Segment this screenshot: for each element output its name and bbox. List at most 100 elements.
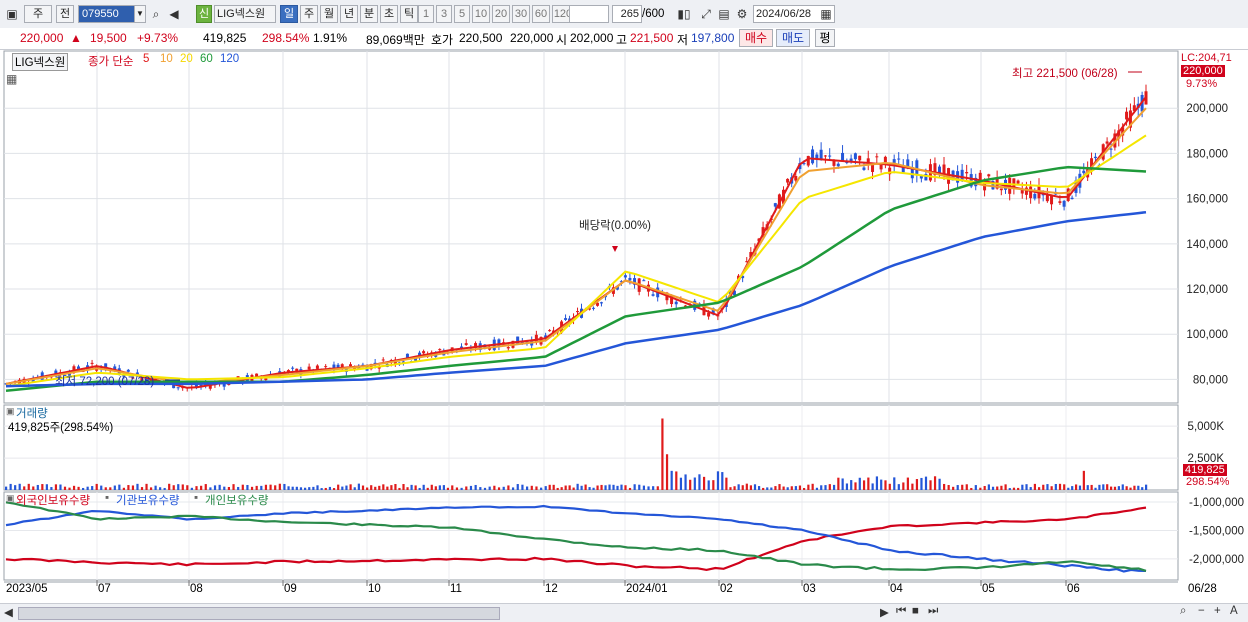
volume-bar-225 — [987, 484, 990, 490]
scroll-track[interactable] — [18, 607, 500, 620]
market-select[interactable]: 주 — [24, 5, 52, 23]
window-menu-icon[interactable]: ▣ — [6, 7, 18, 21]
scroll-right-icon[interactable]: ▶ — [880, 607, 889, 619]
volume-bar-189 — [828, 484, 831, 490]
search-icon[interactable]: ⌕ — [152, 7, 160, 21]
volume-bar-221 — [970, 487, 973, 490]
volume-bar-93 — [414, 485, 417, 490]
minute-tab-7[interactable]: 120 — [552, 5, 574, 23]
minute-tab-4[interactable]: 20 — [492, 5, 510, 23]
stop-icon[interactable]: ■ — [912, 605, 919, 617]
volume-bar-156 — [689, 479, 692, 490]
save-icon[interactable]: ▤ — [718, 7, 730, 21]
eval-button[interactable]: 평 — [815, 29, 835, 47]
volume-bar-198 — [867, 477, 870, 490]
period-tab-1[interactable]: 주 — [300, 5, 318, 23]
volume-bar-57 — [264, 484, 268, 490]
volume-bar-8 — [41, 484, 44, 490]
candle-body-85 — [381, 359, 385, 361]
minute-tab-0[interactable]: 1 — [418, 5, 434, 23]
speaker-icon[interactable]: ◀ — [169, 7, 179, 21]
stock-code-input[interactable]: 079550 — [78, 5, 136, 23]
volume-bar-81 — [366, 487, 369, 490]
zoom-in-icon[interactable]: + — [1214, 605, 1221, 617]
change-amount: 19,500 — [90, 31, 127, 45]
period-tab-6[interactable]: 틱 — [400, 5, 418, 23]
calendar-icon[interactable]: ▦ — [820, 7, 832, 21]
minute-tab-6[interactable]: 60 — [532, 5, 550, 23]
last-icon[interactable]: ⏭ — [928, 605, 939, 617]
candle-body-82 — [369, 364, 373, 370]
hold-tick-label-2: -2,000,000 — [1189, 554, 1244, 566]
candle-body-173 — [761, 227, 765, 236]
volume-subtitle: 419,825주(298.54%) — [8, 422, 114, 434]
candle-body-112 — [497, 339, 501, 348]
y-tick-label-4: 160,000 — [1186, 194, 1228, 206]
zoom-icon[interactable]: ⌕ — [1180, 605, 1187, 617]
volume-bar-16 — [77, 486, 80, 490]
volume-bar-67 — [308, 487, 311, 490]
period-tab-4[interactable]: 분 — [360, 5, 378, 23]
volume-bar-63 — [291, 486, 294, 490]
first-icon[interactable]: ⏮ — [896, 605, 907, 617]
volume-bar-219 — [961, 484, 964, 490]
minute-tab-3[interactable]: 10 — [472, 5, 490, 23]
volume-bar-55 — [255, 485, 258, 490]
minute-tab-2[interactable]: 5 — [454, 5, 470, 23]
volume-bar-23 — [109, 487, 112, 490]
candle-body-107 — [474, 343, 478, 348]
volume-bar-105 — [465, 486, 468, 490]
stock-chart-svg[interactable]: 80,000 100,000 120,000 140,000 160,000 180,00… — [0, 50, 1248, 603]
candle-body-45 — [208, 385, 212, 389]
volume-bar-45 — [209, 487, 212, 490]
volume-bar-238 — [1042, 484, 1045, 490]
grid-icon[interactable]: ▦ — [6, 72, 18, 86]
gear-icon[interactable]: ⚙ — [736, 7, 748, 21]
candle-body-143 — [628, 277, 632, 281]
minute-tab-5[interactable]: 30 — [512, 5, 530, 23]
volume-bar-224 — [983, 485, 986, 490]
minute-tab-1[interactable]: 3 — [436, 5, 452, 23]
volume-bar-60 — [278, 483, 281, 490]
volume-bar-79 — [357, 483, 360, 490]
volume-bar-234 — [1025, 484, 1028, 490]
candle-body-64 — [295, 368, 299, 373]
volume-bar-245 — [1071, 486, 1074, 490]
volume-bar-259 — [1125, 486, 1128, 490]
volume-bar-119 — [530, 485, 533, 490]
period-tab-2[interactable]: 월 — [320, 5, 338, 23]
stock-name-field[interactable]: LIG넥스원 — [214, 5, 276, 23]
prev-button[interactable]: 전 — [56, 5, 74, 23]
sell-button[interactable]: 매도 — [776, 29, 810, 47]
volume-bar-195 — [854, 482, 857, 490]
candle-type-icon[interactable]: ▮▯ — [677, 7, 691, 21]
volume-bar-118 — [526, 486, 529, 490]
draw-tool-icon[interactable]: ⤢ — [701, 7, 711, 21]
volume-bar-14 — [68, 487, 71, 490]
x-label-5: 11 — [450, 583, 462, 595]
candle-body-74 — [336, 364, 340, 369]
text-tool-icon[interactable]: A — [1230, 605, 1238, 617]
candle-body-27 — [126, 369, 130, 372]
volume-bar-203 — [888, 483, 891, 490]
count-input[interactable]: 265 — [612, 5, 642, 23]
candle-body-256 — [1113, 133, 1117, 148]
date-input[interactable]: 2024/06/28 — [753, 5, 835, 23]
scroll-bar[interactable]: ◀ ▶ ⏮ ■ ⏭ ⌕ − + A — [0, 603, 1248, 622]
candle-body-242 — [1058, 201, 1062, 203]
scroll-left-icon[interactable]: ◀ — [4, 607, 13, 619]
volume-bar-172 — [757, 486, 761, 490]
code-dropdown-icon[interactable]: ▼ — [134, 5, 146, 23]
period-tab-3[interactable]: 년 — [340, 5, 358, 23]
volume-bar-170 — [749, 485, 753, 490]
legend-sep-2: ▪ — [194, 492, 199, 504]
volume-bar-115 — [511, 487, 515, 490]
candle-body-63 — [291, 367, 295, 369]
buy-button[interactable]: 매수 — [739, 29, 773, 47]
period-tab-5[interactable]: 초 — [380, 5, 398, 23]
candle-body-31 — [144, 379, 148, 382]
volume-bar-177 — [778, 484, 781, 490]
range-select[interactable] — [569, 5, 609, 23]
zoom-out-icon[interactable]: − — [1198, 605, 1205, 617]
period-tab-0[interactable]: 일 — [280, 5, 298, 23]
